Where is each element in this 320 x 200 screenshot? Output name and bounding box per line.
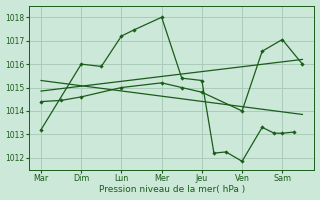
X-axis label: Pression niveau de la mer( hPa ): Pression niveau de la mer( hPa ) [99,185,245,194]
